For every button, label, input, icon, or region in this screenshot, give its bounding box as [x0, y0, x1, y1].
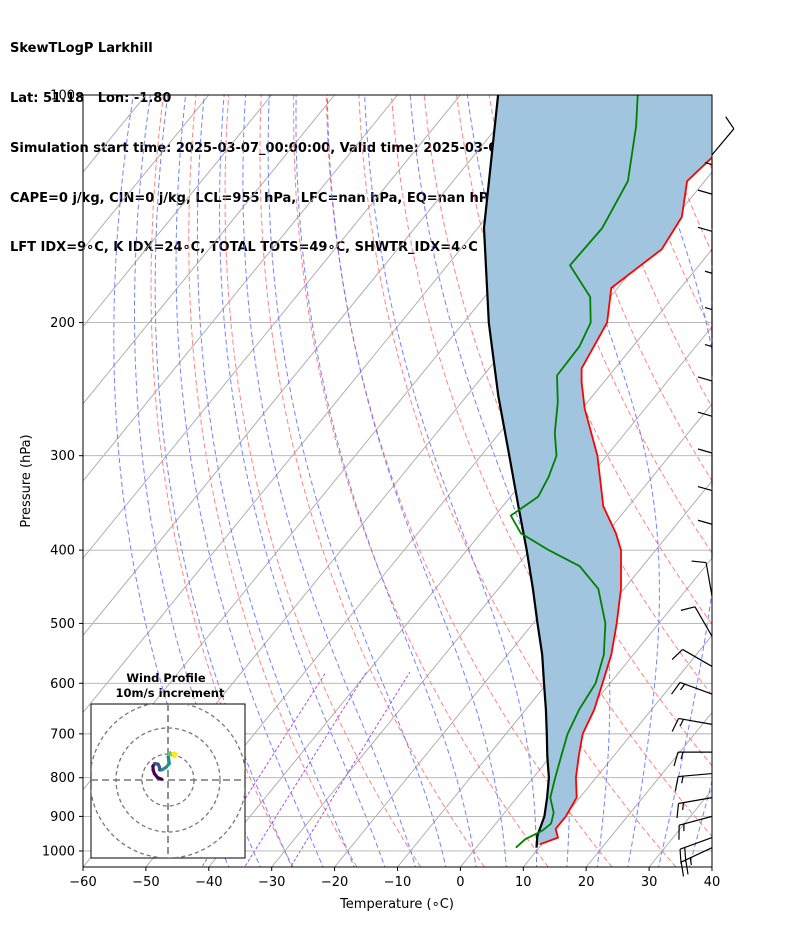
wind-barb: [680, 847, 713, 877]
wind-barb: [697, 411, 713, 451]
isotherm-line: [83, 95, 461, 559]
y-tick-label: 500: [50, 617, 75, 632]
moist-adiabat-line: [267, 95, 447, 867]
isotherm-line: [334, 403, 712, 867]
x-tick-label: −60: [69, 875, 96, 890]
dry-adiabat-line: [188, 95, 358, 867]
temperature-line: [539, 156, 712, 846]
x-tick-label: 0: [456, 875, 464, 890]
wind-barb: [704, 159, 713, 194]
wind-barb: [673, 751, 712, 767]
wind-barb: [697, 226, 713, 266]
y-tick-label: 900: [50, 810, 75, 825]
y-tick-label: 400: [50, 544, 75, 559]
isotherm-line: [83, 95, 587, 714]
dry-adiabat-line: [325, 95, 613, 867]
hodograph-title: Wind Profile: [126, 671, 206, 685]
cin-shaded-area: [484, 95, 712, 848]
wind-barb: [674, 772, 713, 791]
x-tick-label: 40: [704, 875, 721, 890]
wind-barb: [697, 189, 713, 229]
isotherm-line: [83, 95, 84, 96]
isotherm-line: [522, 634, 712, 867]
dry-adiabat-line: [150, 95, 294, 867]
isotherm-line: [83, 95, 335, 405]
y-tick-label: 700: [50, 727, 75, 742]
chart-header: SkewTLogP Larkhill Lat: 51.18 Lon: -1.80…: [10, 8, 603, 274]
wind-barb: [680, 606, 713, 637]
isotherm-line: [83, 95, 210, 251]
isotherm-line: [83, 95, 272, 328]
wind-barb: [711, 116, 735, 156]
hodograph-segment: [171, 753, 177, 759]
wind-barb: [704, 304, 713, 339]
wind-barb: [678, 815, 713, 840]
wind-barb: [704, 341, 713, 376]
dry-adiabat-line: [293, 95, 549, 867]
mixing-ratio-line: [244, 671, 367, 867]
dry-adiabat-line: [521, 95, 712, 554]
dry-adiabat-line: [684, 95, 712, 171]
wind-barb: [697, 519, 713, 559]
y-tick-label: 200: [50, 316, 75, 331]
x-tick-label: 10: [515, 875, 532, 890]
moist-adiabat-line: [242, 95, 417, 867]
y-tick-label: 1000: [42, 844, 75, 859]
dry-adiabat-line: [717, 95, 794, 867]
wind-barb: [697, 485, 713, 525]
x-tick-label: 30: [641, 875, 658, 890]
dewpoint-line: [509, 95, 639, 849]
y-tick-label: 100: [50, 89, 75, 104]
moist-adiabat-line: [720, 95, 794, 870]
dry-adiabat-line: [259, 95, 485, 867]
isotherm-line: [83, 95, 398, 482]
wind-barb: [676, 797, 713, 819]
mixing-ratio-line: [290, 671, 411, 867]
x-tick-label: −50: [132, 875, 159, 890]
moist-adiabat-line: [688, 779, 712, 867]
moist-adiabat-line: [637, 95, 712, 867]
wind-barb: [671, 681, 713, 695]
wind-barb: [697, 376, 713, 415]
hodograph-inset: Wind Profile 10m/s increment: [90, 671, 246, 859]
wind-barb: [671, 717, 713, 732]
moist-adiabat-line: [751, 95, 794, 870]
dry-adiabat-line: [750, 95, 794, 867]
parcel-profile-line: [482, 95, 551, 848]
y-tick-label: 800: [50, 771, 75, 786]
convective-params-line: CAPE=0 j/kg, CIN=0 j/kg, LCL=955 hPa, LF…: [10, 190, 497, 206]
y-tick-label: 300: [50, 449, 75, 464]
x-axis-label: Temperature (∘C): [339, 897, 454, 912]
moist-adiabat-line: [364, 95, 537, 867]
wind-barb: [691, 560, 713, 597]
hodograph-subtitle: 10m/s increment: [116, 686, 225, 700]
dry-adiabat-line: [224, 95, 422, 867]
isotherm-line: [83, 95, 524, 637]
moist-adiabat-line: [409, 95, 571, 867]
x-tick-label: −40: [195, 875, 222, 890]
wind-barb: [679, 837, 713, 864]
moist-adiabat-line: [295, 95, 477, 867]
x-tick-label: −20: [321, 875, 348, 890]
wind-barb: [697, 448, 713, 487]
moist-adiabat-line: [326, 95, 507, 867]
x-tick-label: −30: [258, 875, 285, 890]
isotherm-line: [775, 95, 794, 867]
y-tick-label: 600: [50, 677, 75, 692]
x-tick-label: 20: [578, 875, 595, 890]
wind-barb: [704, 268, 713, 303]
wind-barb: [671, 648, 713, 667]
isotherm-line: [711, 866, 712, 867]
isotherm-line: [585, 711, 712, 867]
stability-indices-line: LFT IDX=9∘C, K IDX=24∘C, TOTAL TOTS=49∘C…: [10, 240, 478, 256]
dry-adiabat-line: [423, 95, 712, 767]
x-tick-label: −10: [384, 875, 411, 890]
y-axis-label: Pressure (hPa): [19, 434, 34, 527]
chart-title: SkewTLogP Larkhill: [10, 41, 153, 57]
moist-adiabat-line: [540, 95, 660, 867]
dry-adiabat-line: [782, 95, 794, 867]
